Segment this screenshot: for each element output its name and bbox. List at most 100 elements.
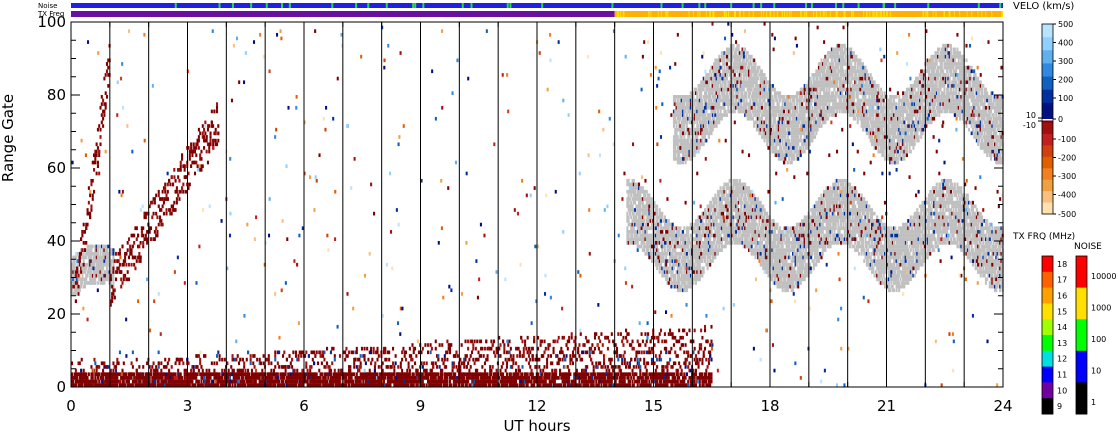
ground-scatter-cell (874, 233, 877, 238)
ground-scatter-cell (649, 197, 652, 201)
ground-scatter-cell (913, 241, 916, 245)
ground-scatter-cell (731, 230, 734, 234)
ground-scatter-cell (653, 241, 656, 245)
ground-scatter-cell (725, 200, 729, 205)
scatter-cell (104, 255, 107, 260)
scatter-cell (636, 230, 639, 234)
ground-scatter-cell (812, 262, 815, 267)
ground-scatter-cell (920, 259, 923, 263)
ground-scatter-cell (109, 251, 112, 256)
ground-scatter-cell (960, 189, 963, 194)
ground-scatter-cell (798, 222, 801, 227)
ground-scatter-cell (802, 259, 805, 263)
scatter-cell (201, 131, 204, 136)
ground-scatter-cell (672, 259, 675, 263)
ground-scatter-cell (946, 182, 949, 187)
ground-scatter-cell (957, 244, 960, 249)
ground-scatter-cell (701, 233, 704, 238)
ground-scatter-cell (894, 244, 897, 249)
ground-scatter-cell (988, 281, 991, 285)
ground-scatter-cell (828, 230, 831, 234)
txfreq-strip-segment (806, 11, 808, 17)
ground-scatter-cell (689, 262, 692, 267)
scatter-cell (987, 251, 990, 256)
ground-scatter-cell (921, 237, 924, 241)
ground-scatter-cell (900, 251, 903, 256)
ground-scatter-cell (842, 219, 845, 223)
ground-scatter-cell (899, 226, 902, 231)
ground-scatter-cell (913, 226, 916, 231)
ground-scatter-cell (817, 230, 820, 234)
ground-scatter-cell (977, 237, 980, 241)
ground-scatter-cell (722, 219, 725, 223)
ground-scatter-cell (814, 226, 817, 231)
ground-scatter-cell (632, 193, 635, 198)
ground-scatter-cell (700, 255, 703, 260)
ground-scatter-cell (832, 182, 835, 187)
scatter-cell (95, 153, 98, 158)
ground-scatter-cell (867, 233, 870, 238)
ground-scatter-cell (944, 226, 947, 231)
ground-scatter-cell (685, 230, 688, 234)
ground-scatter-cell (872, 259, 875, 263)
ground-scatter-cell (867, 248, 870, 252)
ground-scatter-cell (644, 189, 647, 194)
ground-scatter-cell (747, 208, 751, 212)
ground-scatter-cell (635, 204, 638, 209)
ground-scatter-cell (680, 273, 683, 278)
scatter-cell (836, 204, 839, 209)
ground-scatter-cell (917, 233, 920, 238)
ground-scatter-cell (780, 284, 783, 289)
ground-scatter-cell (801, 255, 804, 260)
ground-scatter-cell (837, 178, 840, 183)
scatter-cell (631, 222, 634, 227)
ground-scatter-cell (854, 230, 857, 234)
ground-scatter-cell (745, 186, 748, 190)
ground-scatter-cell (627, 208, 630, 212)
ground-scatter-cell (702, 230, 705, 234)
ground-scatter-cell (958, 208, 962, 212)
ground-scatter-cell (631, 230, 634, 234)
scatter-cell (720, 211, 723, 216)
ground-scatter-cell (876, 222, 879, 227)
ground-scatter-cell (94, 266, 97, 271)
ground-scatter-cell (930, 233, 933, 238)
ground-scatter-cell (974, 233, 977, 238)
ground-scatter-cell (917, 219, 920, 223)
ground-scatter-cell (895, 230, 898, 234)
ground-scatter-cell (927, 219, 930, 223)
ground-scatter-cell (740, 182, 743, 187)
ground-scatter-cell (812, 211, 815, 216)
ground-scatter-cell (766, 215, 769, 220)
ground-scatter-cell (641, 211, 644, 216)
ground-scatter-cell (980, 219, 984, 223)
ground-scatter-cell (868, 237, 871, 241)
ground-scatter-cell (922, 233, 925, 238)
ground-scatter-cell (898, 288, 901, 293)
ground-scatter-cell (631, 182, 634, 187)
ground-scatter-cell (858, 200, 861, 205)
ground-scatter-cell (758, 255, 761, 260)
ground-scatter-cell (714, 219, 717, 223)
scatter-cell (179, 168, 182, 172)
ground-scatter-cell (661, 233, 664, 238)
txfreq-strip-segment (763, 11, 765, 17)
scatter-cell (819, 211, 822, 216)
ground-scatter-cell (776, 259, 779, 263)
ground-scatter-cell (680, 248, 683, 252)
ground-scatter-cell (824, 197, 827, 201)
scatter-cell (168, 178, 171, 183)
ground-scatter-cell (947, 226, 950, 231)
ground-scatter-cell (955, 204, 958, 209)
ground-scatter-cell (979, 255, 982, 260)
ground-scatter-cell (792, 237, 795, 241)
ground-scatter-cell (693, 255, 696, 260)
scatter-cell (764, 248, 767, 252)
scatter-cell (153, 197, 156, 201)
ground-scatter-cell (627, 197, 630, 201)
ground-scatter-cell (881, 230, 884, 234)
ground-scatter-cell (891, 244, 894, 249)
ground-scatter-cell (784, 251, 787, 256)
ground-scatter-cell (105, 248, 109, 252)
ground-scatter-cell (640, 233, 643, 238)
